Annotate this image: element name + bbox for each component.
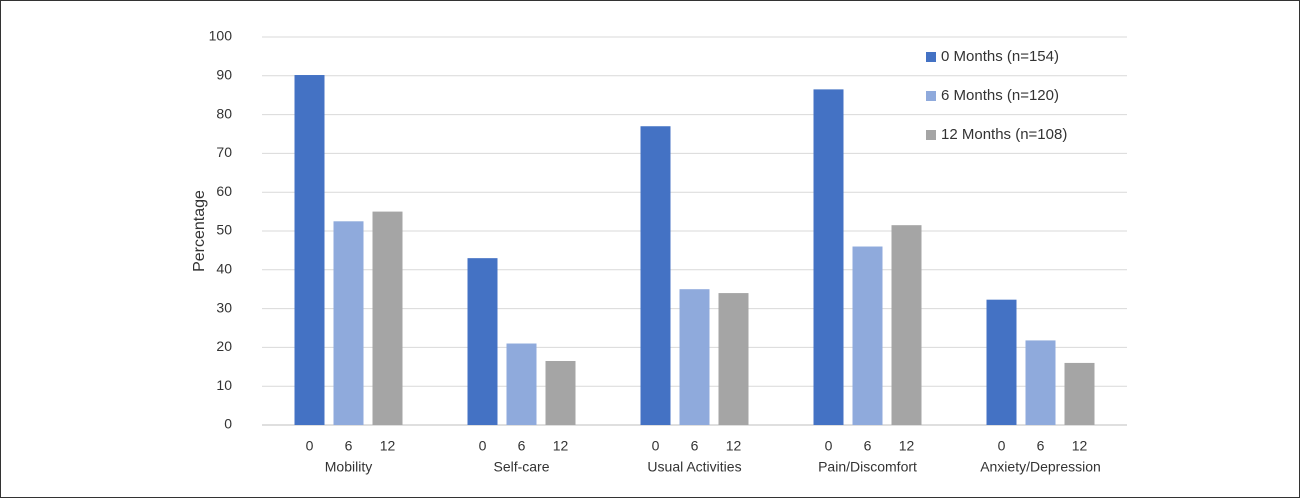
y-tick-label: 60 bbox=[216, 183, 232, 199]
x-tick-label: Mobility bbox=[325, 459, 372, 475]
bar bbox=[372, 211, 403, 425]
y-tick-label: 100 bbox=[209, 28, 233, 44]
bar-sub-label: 6 bbox=[1037, 438, 1045, 454]
legend-swatch bbox=[926, 52, 936, 62]
bar-sub-label: 0 bbox=[652, 438, 660, 454]
bar bbox=[718, 293, 749, 425]
legend-label: 6 Months (n=120) bbox=[941, 87, 1059, 104]
legend-swatch bbox=[926, 91, 936, 101]
y-tick-label: 50 bbox=[216, 222, 232, 238]
y-tick-label: 20 bbox=[216, 338, 232, 354]
bar-sub-label: 12 bbox=[899, 438, 915, 454]
bar bbox=[679, 289, 710, 425]
bar bbox=[986, 299, 1017, 425]
bar-sub-label: 12 bbox=[1072, 438, 1088, 454]
x-tick-label: Anxiety/Depression bbox=[980, 459, 1101, 475]
bar-sub-label: 6 bbox=[345, 438, 353, 454]
legend-swatch bbox=[926, 130, 936, 140]
bar-sub-label: 6 bbox=[691, 438, 699, 454]
y-tick-label: 70 bbox=[216, 144, 232, 160]
bar-sub-label: 12 bbox=[553, 438, 569, 454]
bar bbox=[506, 343, 537, 425]
bar-sub-label: 0 bbox=[998, 438, 1006, 454]
y-tick-label: 80 bbox=[216, 105, 232, 121]
bar-sub-label: 6 bbox=[518, 438, 526, 454]
bar bbox=[294, 75, 325, 426]
bar bbox=[891, 225, 922, 425]
x-tick-label: Usual Activities bbox=[647, 459, 741, 475]
legend-label: 12 Months (n=108) bbox=[941, 126, 1067, 143]
y-tick-label: 0 bbox=[224, 416, 232, 432]
bar-sub-label: 12 bbox=[726, 438, 742, 454]
bar bbox=[1025, 340, 1056, 425]
bar bbox=[852, 246, 883, 425]
x-tick-label: Self-care bbox=[493, 459, 549, 475]
bar bbox=[1064, 362, 1095, 425]
bar bbox=[640, 126, 671, 426]
x-tick-label: Pain/Discomfort bbox=[818, 459, 917, 475]
y-tick-label: 40 bbox=[216, 261, 232, 277]
y-axis-title: Percentage bbox=[191, 190, 208, 272]
bar bbox=[813, 89, 844, 425]
bar bbox=[333, 221, 364, 425]
bar-sub-label: 12 bbox=[380, 438, 396, 454]
bar-sub-label: 0 bbox=[479, 438, 487, 454]
bar bbox=[467, 258, 498, 425]
bar bbox=[545, 360, 576, 425]
legend-label: 0 Months (n=154) bbox=[941, 48, 1059, 65]
y-tick-label: 10 bbox=[216, 377, 232, 393]
bar-sub-label: 6 bbox=[864, 438, 872, 454]
y-tick-label: 90 bbox=[216, 67, 232, 83]
bar-sub-label: 0 bbox=[825, 438, 833, 454]
y-tick-label: 30 bbox=[216, 299, 232, 315]
bar-sub-label: 0 bbox=[306, 438, 314, 454]
